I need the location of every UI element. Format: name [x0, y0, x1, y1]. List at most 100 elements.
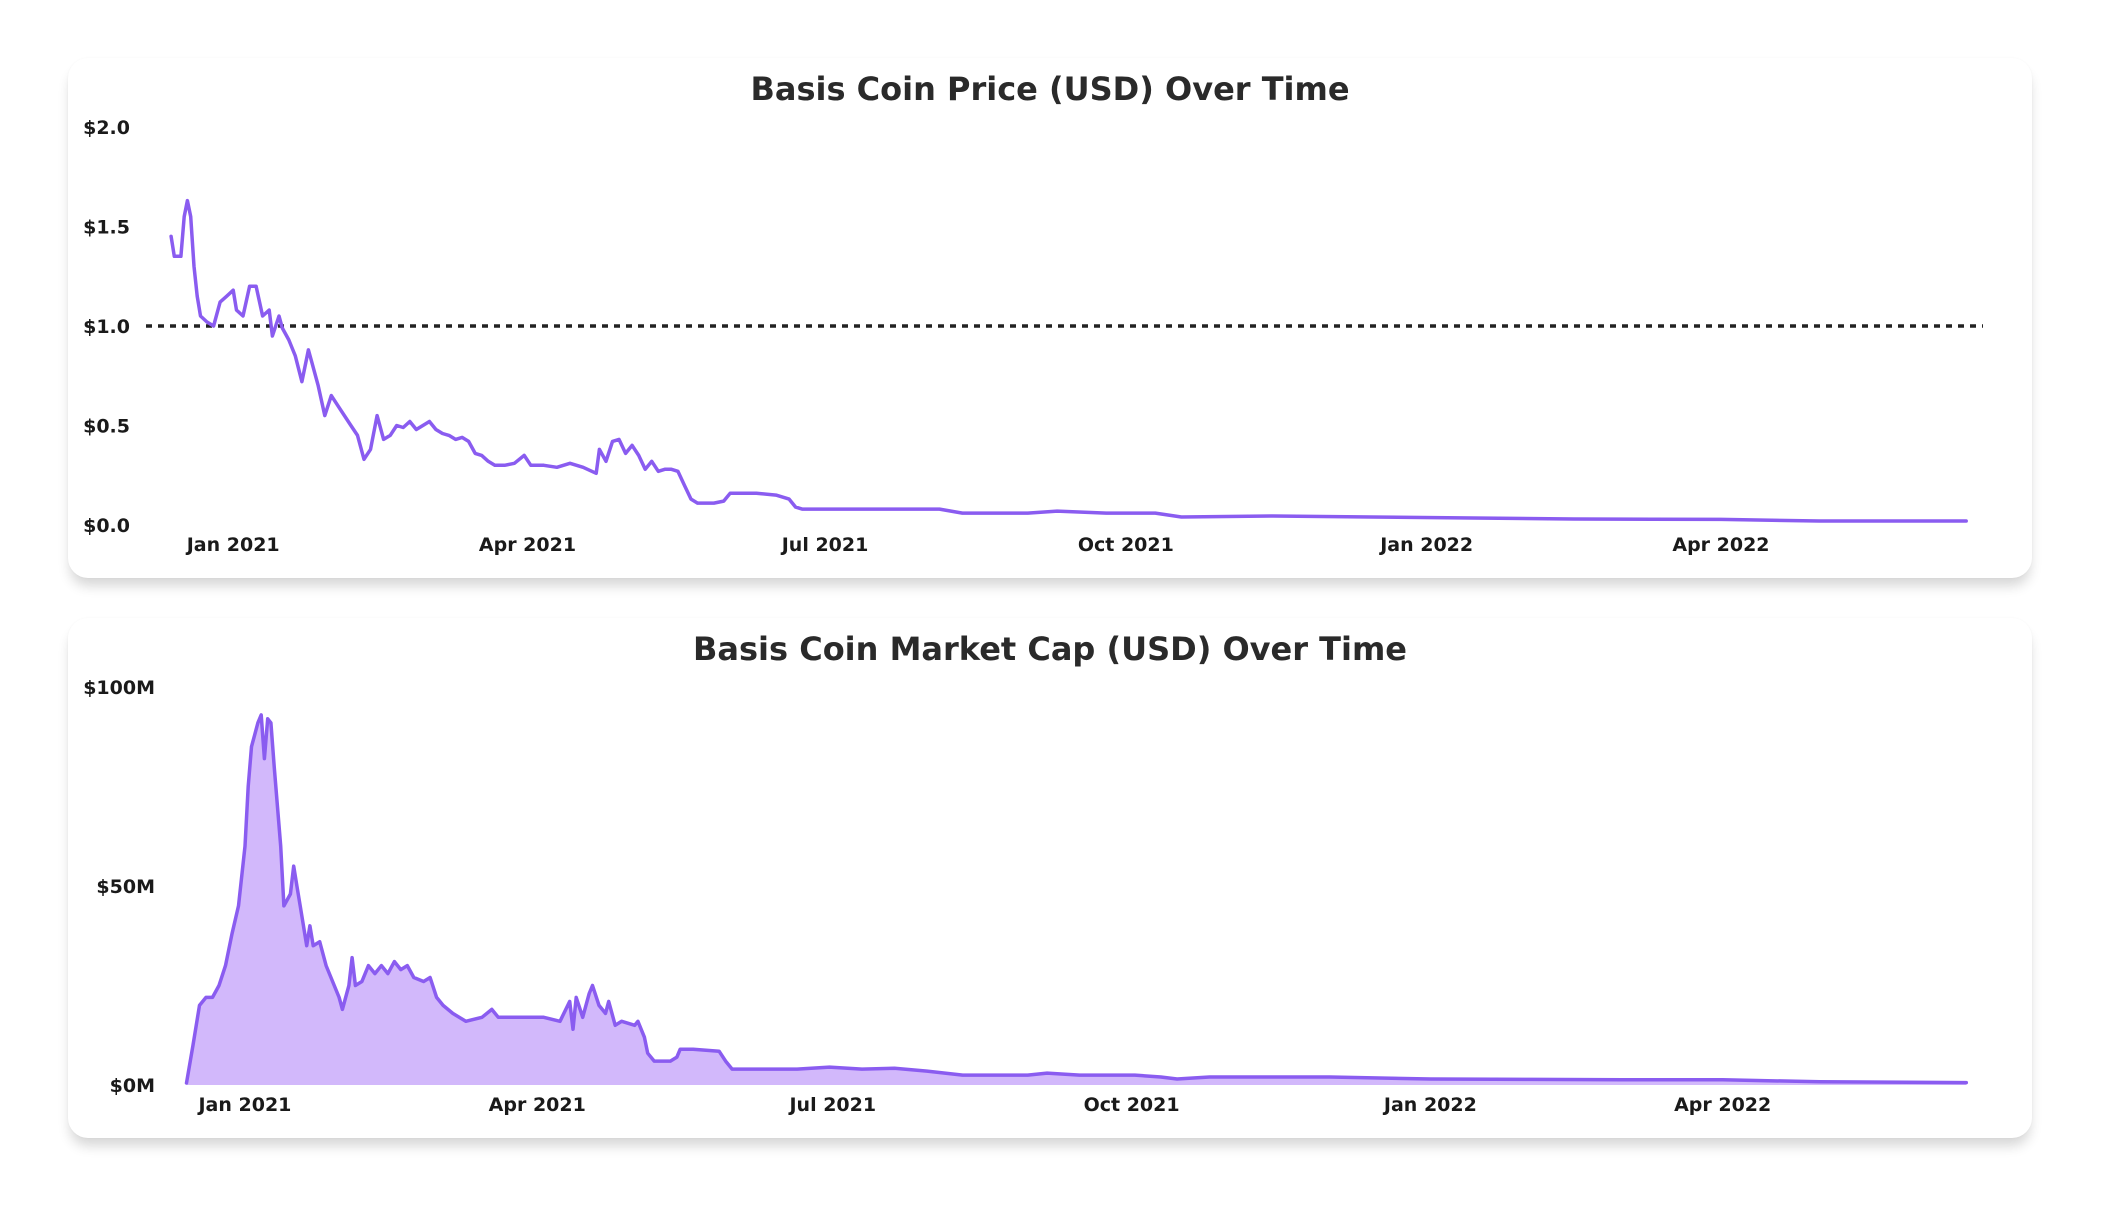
market-cap-x-tick-label: Apr 2021 — [489, 1094, 586, 1116]
price-data-point — [1154, 512, 1157, 515]
market-cap-data-point — [861, 1068, 864, 1071]
market-cap-data-point — [1078, 1074, 1081, 1077]
market-cap-data-point — [1429, 1078, 1432, 1081]
market-cap-data-point — [406, 964, 409, 967]
price-data-point — [206, 321, 209, 324]
market-cap-data-point — [263, 757, 266, 760]
price-data-point — [605, 460, 608, 463]
market-cap-data-point — [796, 1068, 799, 1071]
price-data-point — [474, 452, 477, 455]
market-cap-data-point — [1721, 1078, 1724, 1081]
market-cap-data-point — [718, 1050, 721, 1053]
market-cap-data-point — [338, 996, 341, 999]
market-cap-series-area — [186, 714, 1967, 1085]
price-data-point — [1180, 516, 1183, 519]
market-cap-data-point — [926, 1070, 929, 1073]
price-data-point — [434, 428, 437, 431]
price-x-tick-label: Oct 2021 — [1078, 534, 1174, 556]
price-y-tick-label: $2.0 — [83, 117, 130, 139]
price-data-point — [336, 404, 339, 407]
price-data-point — [1818, 520, 1821, 523]
price-data-point — [310, 360, 313, 363]
price-data-point — [938, 508, 941, 511]
price-data-point — [421, 424, 424, 427]
market-cap-x-tick-label: Oct 2021 — [1084, 1094, 1180, 1116]
market-cap-data-point — [675, 1056, 678, 1059]
market-cap-data-point — [679, 1048, 682, 1051]
price-data-point — [183, 215, 186, 218]
market-cap-data-point — [325, 964, 328, 967]
price-data-point — [801, 508, 804, 511]
market-cap-data-point — [575, 996, 578, 999]
price-x-tick-label: Jan 2021 — [185, 534, 280, 556]
market-cap-data-point — [292, 865, 295, 868]
market-cap-data-point — [250, 745, 253, 748]
price-x-tick-label: Apr 2022 — [1672, 534, 1769, 556]
market-cap-y-axis-ticks: $0M $50M $100M — [83, 677, 155, 1097]
price-data-point — [480, 454, 483, 457]
price-data-point — [582, 466, 585, 469]
price-data-point — [1026, 512, 1029, 515]
price-data-point — [618, 438, 621, 441]
price-data-point — [271, 335, 274, 338]
market-cap-data-point — [607, 1000, 610, 1003]
market-cap-data-point — [598, 1004, 601, 1007]
price-data-point — [467, 440, 470, 443]
market-cap-data-point — [373, 972, 376, 975]
price-data-point — [529, 464, 532, 467]
market-cap-y-tick-label: $100M — [83, 677, 155, 699]
price-data-point — [212, 325, 215, 328]
price-data-point — [712, 502, 715, 505]
market-cap-data-point — [1819, 1080, 1822, 1083]
price-data-point — [235, 309, 238, 312]
price-data-point — [179, 255, 182, 258]
price-data-point — [268, 309, 271, 312]
market-cap-chart-title: Basis Coin Market Cap (USD) Over Time — [693, 630, 1407, 668]
market-cap-data-point — [386, 972, 389, 975]
market-cap-data-point — [429, 976, 432, 979]
market-cap-data-point — [643, 1036, 646, 1039]
price-data-point — [676, 470, 679, 473]
price-y-tick-label: $0.5 — [83, 416, 130, 438]
price-data-point — [199, 315, 202, 318]
market-cap-data-point — [542, 1016, 545, 1019]
market-cap-data-point — [451, 1012, 454, 1015]
price-data-point — [287, 338, 290, 341]
market-cap-data-point — [994, 1074, 997, 1077]
market-cap-data-point — [1046, 1072, 1049, 1075]
price-chart-card: Basis Coin Price (USD) Over Time $0.0 $0.… — [68, 58, 2032, 578]
market-cap-data-point — [192, 1044, 195, 1047]
price-data-point — [281, 327, 284, 330]
market-cap-data-point — [591, 984, 594, 987]
price-data-point — [1056, 510, 1059, 513]
price-data-point — [343, 414, 346, 417]
market-cap-data-point — [497, 1016, 500, 1019]
market-cap-data-point — [308, 924, 311, 927]
price-data-point — [722, 500, 725, 503]
market-cap-data-point — [1133, 1074, 1136, 1077]
market-cap-data-point — [604, 1012, 607, 1015]
market-cap-data-point — [646, 1052, 649, 1055]
market-cap-data-point — [581, 1016, 584, 1019]
price-data-point — [670, 468, 673, 471]
market-cap-data-point — [1208, 1076, 1211, 1079]
price-data-point — [853, 508, 856, 511]
price-data-point — [363, 458, 366, 461]
market-cap-data-point — [422, 980, 425, 983]
market-cap-data-point — [253, 733, 256, 736]
price-data-point — [395, 424, 398, 427]
market-cap-data-point — [205, 996, 208, 999]
market-cap-series-line — [184, 713, 1969, 1085]
market-cap-x-tick-label: Jul 2021 — [787, 1094, 876, 1116]
price-data-point — [611, 440, 614, 443]
price-data-point — [503, 464, 506, 467]
market-cap-data-point — [1530, 1078, 1533, 1081]
market-cap-data-point — [1159, 1076, 1162, 1079]
price-data-point — [650, 460, 653, 463]
market-cap-data-point — [231, 932, 234, 935]
market-cap-data-point — [367, 964, 370, 967]
price-data-point — [794, 506, 797, 509]
market-cap-data-point — [312, 944, 315, 947]
price-data-point — [663, 468, 666, 471]
market-cap-data-point — [341, 1008, 344, 1011]
